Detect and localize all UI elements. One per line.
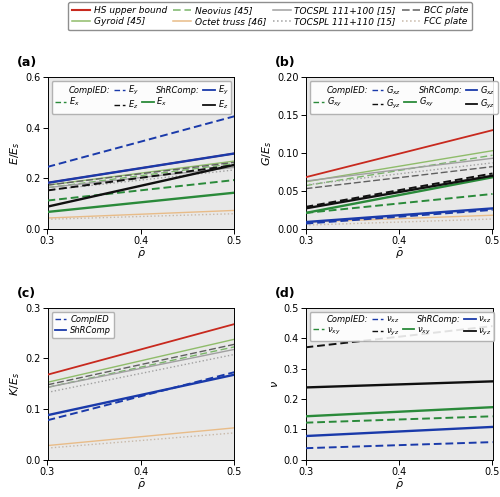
X-axis label: $\bar{\rho}$: $\bar{\rho}$: [136, 247, 145, 261]
Text: (a): (a): [16, 57, 37, 70]
Text: (c): (c): [16, 287, 36, 300]
Legend: HS upper bound, Gyroid [45], Neovius [45], Octet truss [46], TOCSPL 111+100 [15]: HS upper bound, Gyroid [45], Neovius [45…: [68, 2, 472, 30]
Legend: CompIED, ShRComp: CompIED, ShRComp: [52, 312, 114, 337]
Y-axis label: $G/E_s$: $G/E_s$: [260, 140, 274, 166]
X-axis label: $\bar{\rho}$: $\bar{\rho}$: [394, 478, 404, 492]
X-axis label: $\bar{\rho}$: $\bar{\rho}$: [136, 478, 145, 492]
X-axis label: $\bar{\rho}$: $\bar{\rho}$: [394, 247, 404, 261]
Y-axis label: $E/E_s$: $E/E_s$: [8, 141, 22, 165]
Legend: CompIED:, $\nu_{xy}$, $\nu_{xz}$, $\nu_{yz}$, ShRComp:, $\nu_{xy}$, $\nu_{xz}$, : CompIED:, $\nu_{xy}$, $\nu_{xz}$, $\nu_{…: [310, 312, 494, 341]
Legend: CompIED:, $E_x$, $E_y$, $E_z$, ShRComp:, $E_x$, $E_y$, $E_z$: CompIED:, $E_x$, $E_y$, $E_z$, ShRComp:,…: [52, 81, 232, 114]
Y-axis label: $\nu$: $\nu$: [270, 380, 280, 388]
Y-axis label: $K/E_s$: $K/E_s$: [8, 372, 22, 396]
Text: (d): (d): [274, 287, 295, 300]
Text: (b): (b): [274, 57, 295, 70]
Legend: CompIED:, $G_{xy}$, $G_{xz}$, $G_{yz}$, ShRComp:, $G_{xy}$, $G_{xz}$, $G_{yz}$: CompIED:, $G_{xy}$, $G_{xz}$, $G_{yz}$, …: [310, 81, 498, 114]
